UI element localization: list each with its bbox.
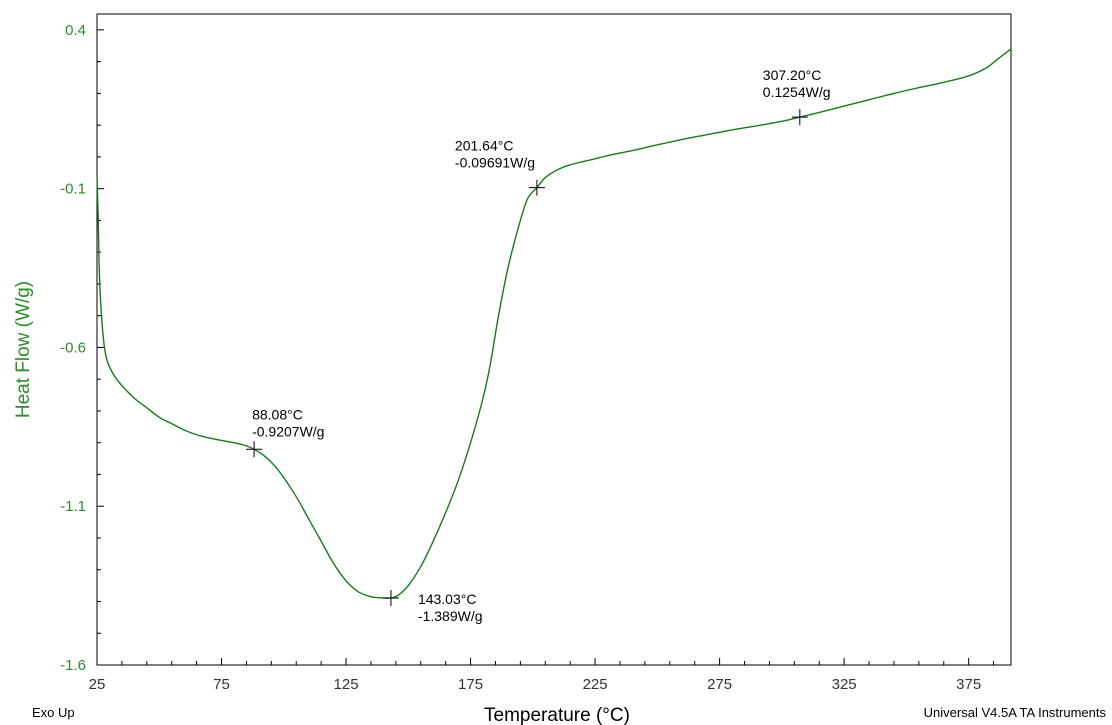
y-tick-label: -1.6 [60, 657, 86, 674]
x-tick-label: 275 [707, 676, 732, 693]
annotation-temperature: 201.64°C [455, 138, 514, 154]
annotation-marker [382, 589, 399, 606]
plot-frame [96, 13, 1012, 666]
annotation-temperature: 143.03°C [418, 591, 477, 607]
exo-up-label: Exo Up [32, 705, 75, 720]
heat-flow-curve [96, 48, 1012, 599]
annotation-temperature: 88.08°C [252, 406, 303, 422]
annotation-heat-flow: -1.389W/g [418, 608, 483, 624]
annotation-heat-flow: -0.9207W/g [252, 423, 324, 439]
y-tick-label: -1.1 [60, 498, 86, 515]
software-credit: Universal V4.5A TA Instruments [923, 705, 1106, 720]
x-tick-label: 225 [583, 676, 608, 693]
x-axis-title: Temperature (°C) [484, 705, 630, 725]
annotation-heat-flow: -0.09691W/g [455, 155, 535, 171]
y-tick-label: -0.6 [60, 339, 86, 356]
annotation-marker [246, 441, 263, 458]
y-axis-title: Heat Flow (W/g) [13, 281, 34, 418]
x-tick-label: 175 [458, 676, 483, 693]
x-tick-label: 125 [334, 676, 359, 693]
annotation-marker [528, 179, 545, 196]
annotation-heat-flow: 0.1254W/g [763, 84, 831, 100]
x-tick-label: 25 [89, 676, 106, 693]
annotation-marker [791, 109, 808, 126]
y-tick-label: 0.4 [65, 22, 86, 39]
x-tick-label: 75 [213, 676, 230, 693]
x-tick-label: 325 [832, 676, 857, 693]
annotation-temperature: 307.20°C [763, 67, 822, 83]
x-tick-label: 375 [956, 676, 981, 693]
y-tick-label: -0.1 [60, 181, 86, 198]
